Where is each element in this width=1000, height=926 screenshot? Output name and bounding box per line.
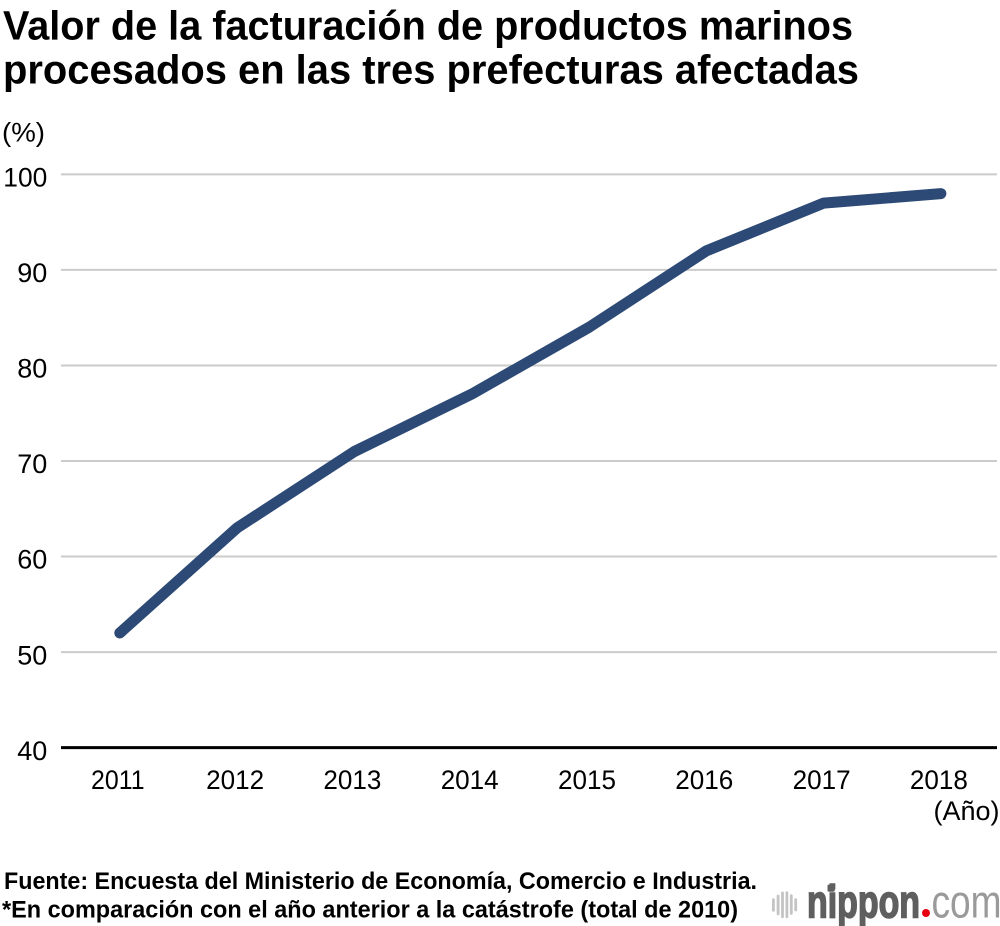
svg-text:40: 40 <box>17 736 47 766</box>
svg-text:2018: 2018 <box>910 765 968 795</box>
svg-text:50: 50 <box>17 640 47 670</box>
svg-text:2011: 2011 <box>91 765 145 795</box>
svg-text:com: com <box>932 876 1000 926</box>
svg-text:70: 70 <box>17 449 47 479</box>
svg-text:2016: 2016 <box>675 765 733 795</box>
svg-text:*En comparación con el año ant: *En comparación con el año anterior a la… <box>2 897 738 924</box>
svg-text:2014: 2014 <box>441 765 499 795</box>
svg-text:80: 80 <box>17 354 47 384</box>
svg-text:2012: 2012 <box>206 765 264 795</box>
svg-text:nippon: nippon <box>807 876 920 926</box>
svg-text:Valor de la facturación de pro: Valor de la facturación de productos mar… <box>3 2 853 48</box>
svg-text:90: 90 <box>17 258 47 288</box>
svg-text:2015: 2015 <box>558 765 616 795</box>
svg-text:(Año): (Año) <box>934 796 1000 826</box>
svg-text:2017: 2017 <box>793 765 851 795</box>
svg-text:100: 100 <box>3 163 47 193</box>
svg-text:Fuente: Encuesta del Ministeri: Fuente: Encuesta del Ministerio de Econo… <box>4 868 757 895</box>
svg-text:2013: 2013 <box>323 765 381 795</box>
svg-text:procesados en las tres prefect: procesados en las tres prefecturas afect… <box>3 47 859 93</box>
svg-text:(%): (%) <box>2 118 45 148</box>
svg-text:60: 60 <box>17 545 47 575</box>
